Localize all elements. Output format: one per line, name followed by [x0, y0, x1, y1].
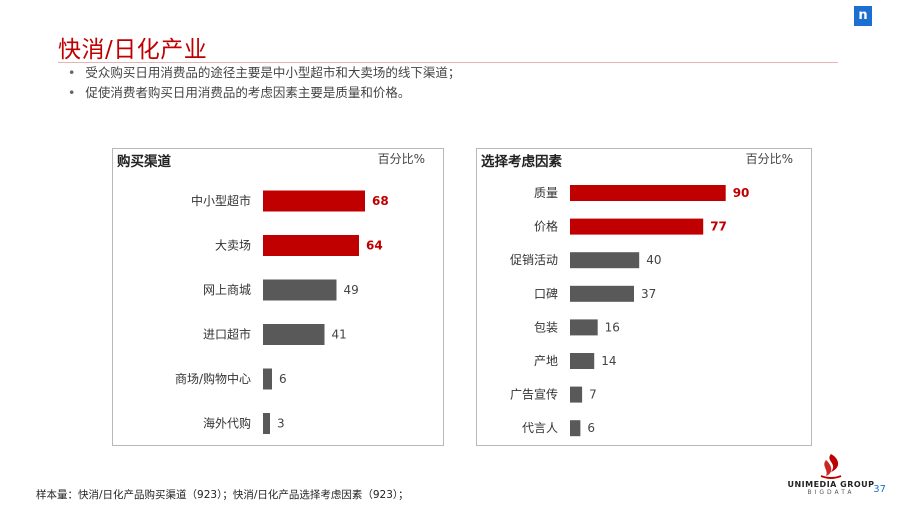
category-label: 促销活动: [510, 253, 558, 267]
category-label: 价格: [534, 219, 558, 234]
data-label: 77: [710, 220, 727, 234]
data-label: 7: [589, 388, 597, 402]
bar: [570, 252, 640, 269]
bar: [263, 190, 365, 212]
chart-panel-factors: 选择考虑因素 百分比% 质量 90 价格 77 促销活动 40 口碑 37 包装 16 产地 14 广告…: [476, 148, 812, 446]
chart-title: 购买渠道: [117, 154, 171, 170]
chart-svg: 中小型超市 68 大卖场 64 网上商城 49 进口超市 41 商场/购物中心 6 海外代购 3: [175, 190, 389, 434]
data-label: 3: [277, 417, 285, 431]
category-label: 海外代购: [203, 416, 251, 431]
brand-corner-logo: n: [854, 6, 872, 26]
bar: [263, 279, 337, 301]
category-label: 包装: [534, 320, 558, 334]
bar: [570, 386, 583, 403]
data-label: 68: [372, 194, 389, 208]
brand-subtitle: BIGDATA: [807, 489, 855, 496]
bar: [570, 185, 726, 201]
category-label: 质量: [534, 186, 558, 200]
data-label: 41: [332, 328, 347, 342]
bar: [570, 218, 704, 235]
bar: [570, 285, 635, 302]
chart-svg: 质量 90 价格 77 促销活动 40 口碑 37 包装 16 产地 14 广告宣传 7 代言人 6: [510, 185, 750, 437]
chart-panel-channels: 购买渠道 百分比% 中小型超市 68 大卖场 64 网上商城 49 进口超市 41 商场/购物中…: [112, 148, 444, 446]
chart-title: 选择考虑因素: [481, 154, 562, 170]
data-label: 37: [641, 287, 656, 301]
data-label: 40: [646, 253, 661, 267]
bar: [263, 235, 359, 256]
bullet-item: 受众购买日用消费品的途径主要是中小型超市和大卖场的线下渠道；: [68, 63, 460, 83]
page-number: 37: [873, 484, 886, 495]
flame-logo-icon: [820, 454, 842, 479]
bullet-item: 促使消费者购买日用消费品的考虑因素主要是质量和价格。: [68, 83, 460, 103]
bar: [263, 368, 272, 390]
bar: [263, 324, 325, 345]
data-label: 14: [601, 354, 616, 368]
category-label: 代言人: [522, 421, 558, 435]
category-label: 口碑: [534, 286, 558, 301]
data-label: 49: [344, 283, 359, 297]
page-title: 快消/日化产业: [58, 37, 208, 63]
data-label: 16: [605, 320, 620, 334]
bar: [570, 319, 598, 336]
category-label: 中小型超市: [191, 193, 251, 208]
bar: [263, 413, 270, 434]
bar: [570, 420, 581, 437]
category-label: 大卖场: [215, 239, 251, 253]
category-label: 商场/购物中心: [175, 371, 251, 386]
category-label: 产地: [534, 354, 558, 368]
data-label: 64: [366, 239, 383, 253]
bar: [570, 353, 595, 369]
chart-unit-label: 百分比%: [745, 152, 793, 166]
brand-logo: UNIMEDIA GROUP BIGDATA: [776, 452, 886, 504]
data-label: 6: [279, 372, 287, 386]
data-label: 90: [733, 186, 750, 200]
sample-size-footnote: 样本量：快消/日化产品购买渠道（923）；快消/日化产品选择考虑因素（923）；: [36, 489, 409, 501]
bullet-list: 受众购买日用消费品的途径主要是中小型超市和大卖场的线下渠道； 促使消费者购买日用…: [68, 63, 460, 103]
category-label: 广告宣传: [510, 387, 558, 402]
category-label: 进口超市: [203, 327, 251, 342]
brand-name: UNIMEDIA GROUP: [787, 480, 875, 489]
data-label: 6: [587, 421, 595, 435]
category-label: 网上商城: [203, 282, 251, 297]
chart-unit-label: 百分比%: [377, 152, 425, 166]
